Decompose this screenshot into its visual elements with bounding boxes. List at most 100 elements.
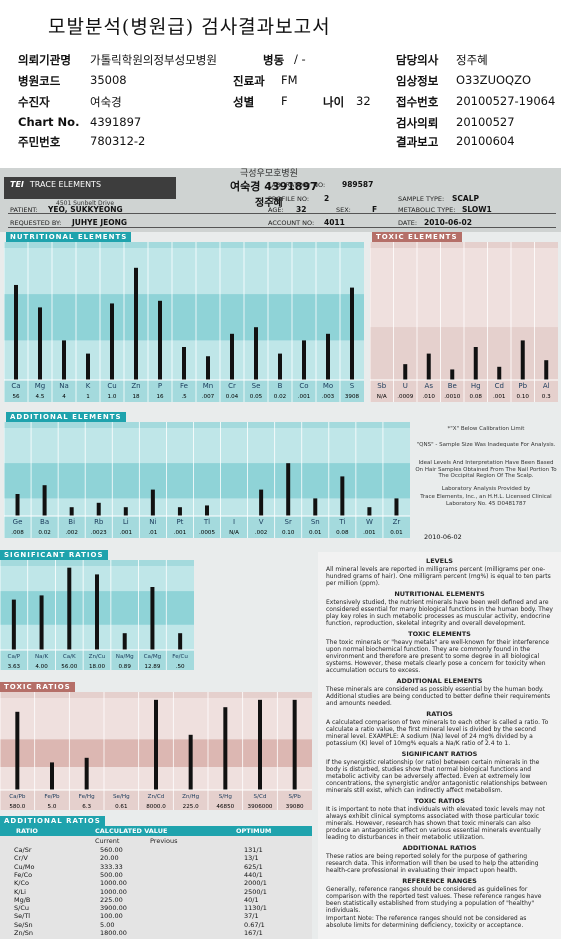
value-label: 46850 xyxy=(216,804,234,810)
chart-bar xyxy=(278,353,282,380)
category-label: Zn/Hg xyxy=(182,794,199,800)
significant-title: SIGNIFICANT RATIOS xyxy=(0,550,108,560)
col-previous: Previous xyxy=(150,837,178,845)
form-profile-no: 2 xyxy=(324,194,330,203)
value-label: 225.0 xyxy=(183,804,199,810)
category-label: P xyxy=(158,382,162,390)
category-label: S/Pb xyxy=(288,794,301,800)
form-metabolic-label: METABOLIC TYPE: xyxy=(398,206,456,214)
table-row: S/Cu 3900.00 1130/1 xyxy=(0,904,312,914)
chart-bar xyxy=(302,340,306,380)
chart-bar xyxy=(122,633,127,650)
value-label: 0.01 xyxy=(390,530,403,536)
category-label: Zn/Cu xyxy=(89,654,106,660)
category-label: Ni xyxy=(149,518,156,526)
form-requested: JUHYE JEONG xyxy=(72,218,128,227)
chart-bar xyxy=(150,587,155,650)
cell-opt: 13/1 xyxy=(244,854,259,863)
table-row: Se/Tl 100.00 37/1 xyxy=(0,912,312,922)
stamp-date: 2010-06-02 xyxy=(424,533,462,541)
category-label: Fe/Cu xyxy=(172,654,188,660)
form-lab-no: 989587 xyxy=(342,180,374,189)
category-label: Se xyxy=(252,382,261,390)
field-value-request-date: 20100527 xyxy=(456,115,515,129)
category-label: Ge xyxy=(13,518,23,526)
cell-ratio: K/Li xyxy=(14,887,26,896)
cell-opt: 0.67/1 xyxy=(244,920,265,929)
category-label: Hg xyxy=(471,382,481,390)
field-label-clinical-info: 임상정보 xyxy=(396,74,439,88)
category-label: I xyxy=(233,518,235,526)
category-label: Zr xyxy=(393,518,401,526)
value-label: .5 xyxy=(181,394,187,400)
category-label: Ca xyxy=(11,382,20,390)
cell-opt: 2500/1 xyxy=(244,887,267,896)
significant-bars: Ca/P 3.63 Na/K 4.00 Ca/K 56.00 Zn/Cu 18.00 Na/Mg… xyxy=(0,560,194,670)
legend-sig-heading: SIGNIFICANT RATIOS xyxy=(401,750,478,758)
chart-bar xyxy=(367,507,372,516)
category-label: Ba xyxy=(40,518,49,526)
chart-bar xyxy=(177,507,182,516)
significant-chart: Ca/P 3.63 Na/K 4.00 Ca/K 56.00 Zn/Cu 18.00 Na/Mg… xyxy=(0,560,194,670)
category-label: Pt xyxy=(176,518,183,526)
value-label: .002 xyxy=(65,530,77,536)
col-current: Current xyxy=(95,837,120,845)
field-label-institution: 의뢰기관명 xyxy=(18,53,71,67)
field-value-patient: 여숙경 xyxy=(90,95,122,109)
legend-levels-heading: LEVELS xyxy=(426,557,453,565)
category-label: Mg xyxy=(35,382,45,390)
value-label: 0.3 xyxy=(542,394,551,400)
value-label: 0.61 xyxy=(115,804,128,810)
cell-current: 1800.00 xyxy=(100,929,127,937)
table-row: Zn/Sn 1800.00 167/1 xyxy=(0,929,312,939)
lab-address: 4501 Sunbelt Drive xyxy=(56,200,115,207)
lab-note-2: "QNS" - Sample Size Was Inadequate For A… xyxy=(416,442,556,448)
value-label: 4 xyxy=(62,394,66,400)
field-value-institution: 가톨릭학원의정부성모병원 xyxy=(90,53,217,67)
chart-bar xyxy=(258,699,262,790)
category-label: Zn xyxy=(131,382,140,390)
chart-bar xyxy=(520,340,525,380)
chart-bar xyxy=(254,327,258,380)
value-label: .001 xyxy=(298,394,311,400)
col-calculated: CALCULATED VALUE xyxy=(95,827,168,835)
cell-current: 500.00 xyxy=(100,870,123,879)
cell-ratio: Mg/B xyxy=(14,895,31,904)
chart-bar xyxy=(292,699,297,790)
chart-bar xyxy=(426,353,431,380)
legend-add-text: These minerals are considered as possibl… xyxy=(326,686,551,707)
range-band xyxy=(4,248,364,295)
chart-bar xyxy=(182,347,186,380)
value-label: 16 xyxy=(156,394,164,400)
category-label: V xyxy=(259,518,264,526)
report-title: 모발분석(병원급) 검사결과보고서 xyxy=(48,16,331,38)
category-label: As xyxy=(425,382,434,390)
value-label: 18.00 xyxy=(89,664,105,670)
legend-ref-text: Generally, reference ranges should be co… xyxy=(326,886,542,914)
range-band xyxy=(4,294,364,341)
legend-addr-text: These ratios are being reported solely f… xyxy=(326,853,539,874)
field-label-chart-no: Chart No. xyxy=(18,115,80,129)
category-label: K xyxy=(86,382,91,390)
chart-bar xyxy=(15,711,20,790)
lab-note-5: Trace Elements, Inc., an H.H.L. Licensed… xyxy=(420,494,552,507)
field-value-report-date: 20100604 xyxy=(456,134,515,148)
value-label: 0.01 xyxy=(309,530,322,536)
table-row: Mg/B 225.00 40/1 xyxy=(0,896,312,906)
col-optimum: OPTIMUM xyxy=(236,827,272,835)
legend-add-heading: ADDITIONAL ELEMENTS xyxy=(396,677,483,685)
legend-levels-text: All mineral levels are reported in milli… xyxy=(326,566,551,587)
value-label: N/A xyxy=(377,394,387,400)
cell-opt: 131/1 xyxy=(244,846,263,854)
lab-note-4: Laboratory Analysis Provided by xyxy=(441,486,531,492)
toxic-chart: Sb N/A U .0009 As .010 Be .0010 Hg 0.08 Cd .001 Pb 0.… xyxy=(370,242,558,402)
value-label: .0009 xyxy=(397,394,413,400)
value-label: N/A xyxy=(229,530,239,536)
value-label: .003 xyxy=(322,394,335,400)
legend-sig-text: If the synergistic relationship (or rati… xyxy=(326,759,548,794)
category-label: W xyxy=(366,518,373,526)
value-label: .0010 xyxy=(444,394,460,400)
chart-bar xyxy=(84,757,89,790)
table-row: Cr/V 20.00 13/1 xyxy=(0,854,312,864)
value-label: 39080 xyxy=(286,804,304,810)
